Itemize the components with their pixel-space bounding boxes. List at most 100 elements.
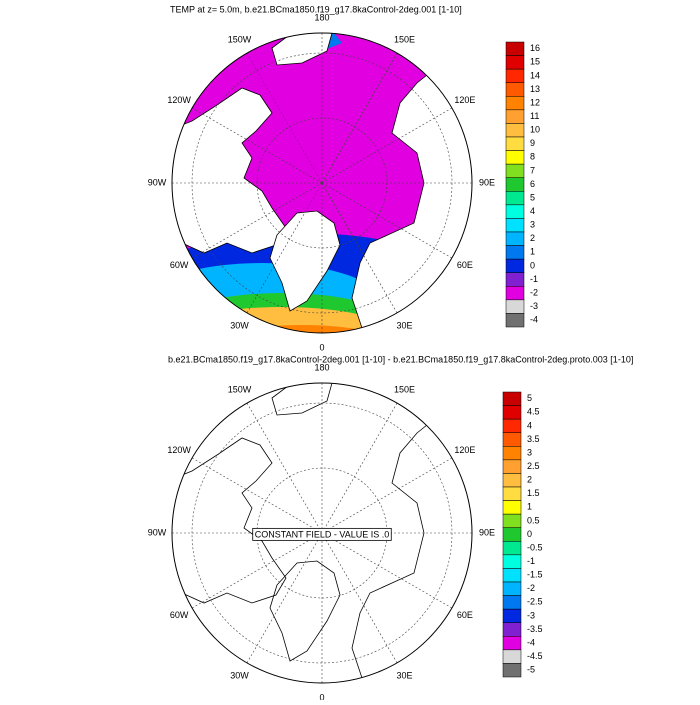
land [271,383,333,416]
colorbar-box [505,55,525,70]
colorbar-box [505,191,525,206]
colorbar-label: 0.5 [527,515,540,525]
colorbar-box [502,418,522,433]
map-border [171,32,473,334]
colorbar-box [502,581,522,596]
longitude-label: 60E [457,260,473,270]
meridian [191,107,323,184]
colorbar-label: 8 [530,152,535,162]
colorbar-box [505,245,525,260]
longitude-label: 0 [319,342,324,352]
colorbar-label: -2 [527,583,535,593]
colorbar-label: 4 [530,206,535,216]
colorbar-label: 7 [530,165,535,175]
colorbar-box [502,459,522,474]
colorbar-box [502,649,522,664]
meridian [321,52,398,184]
colorbar-box [505,313,525,328]
colorbar-box [502,513,522,528]
colorbar-box [505,82,525,97]
colorbar-box [502,608,522,623]
colorbar-label: 1 [527,502,532,512]
colorbar-label: 3.5 [527,434,540,444]
land [172,437,287,604]
colorbar-box [502,405,522,420]
colorbar-box [502,541,522,556]
longitude-label: 120E [454,95,475,105]
colorbar-label: 1 [530,247,535,257]
colorbar-box [505,123,525,138]
colorbar-label: 0 [527,529,532,539]
colorbar-label: 2.5 [527,461,540,471]
colorbar-box [505,272,525,287]
land [351,412,472,683]
colorbar-box [502,486,522,501]
colorbar-label: 13 [530,84,540,94]
meridian [321,107,453,184]
longitude-label: 30W [230,670,249,680]
map [171,32,473,334]
longitude-label: 90W [148,177,167,187]
meridian [246,182,323,314]
longitude-label: 150W [228,384,252,394]
annotation-box [252,527,392,541]
longitude-label: 60W [170,260,189,270]
longitude-label: 90E [479,177,495,187]
colorbar-label: 10 [530,125,540,135]
longitude-label: 180 [314,362,329,372]
colorbar-box [505,41,525,56]
land [172,87,287,254]
colorbar-label: 12 [530,97,540,107]
colorbar-label: 3 [527,447,532,457]
map-field [172,33,472,333]
colorbar-box [505,68,525,83]
colorbar-box [502,554,522,569]
meridian [321,182,398,314]
longitude-label: 30E [396,320,412,330]
longitude-label: 30W [230,320,249,330]
meridian [246,532,323,664]
longitude-label: 150W [228,34,252,44]
colorbar-label: 1.5 [527,488,540,498]
colorbar-label: -1 [527,556,535,566]
meridian [321,532,398,664]
colorbar-box [505,231,525,246]
colorbar-box [502,432,522,447]
colorbar-label: -4 [530,315,538,325]
colorbar-label: -3 [527,610,535,620]
longitude-label: 120W [167,445,191,455]
meridian [321,457,453,534]
colorbar-box [502,595,522,610]
colorbar-box [505,150,525,165]
colorbar-label: -1.5 [527,570,543,580]
colorbar-label: 6 [530,179,535,189]
colorbar-label: -4 [527,637,535,647]
longitude-label: 90E [479,527,495,537]
colorbar-box [505,163,525,178]
colorbar-label: -3 [530,301,538,311]
colorbar-box [502,446,522,461]
colorbar-label: 3 [530,220,535,230]
colorbar-box [502,636,522,651]
colorbar-box [502,622,522,637]
colorbar-label: -1 [530,274,538,284]
land [269,560,341,662]
colorbar-label: -0.5 [527,542,543,552]
colorbar-label: 5 [527,393,532,403]
colorbar-box [502,663,522,678]
colorbar-label: 4.5 [527,407,540,417]
longitude-label: 120W [167,95,191,105]
colorbar-box [505,136,525,151]
longitude-label: 60W [170,610,189,620]
longitude-label: 0 [319,692,324,700]
longitude-label: 150E [394,384,415,394]
colorbar-label: 16 [530,43,540,53]
colorbar-label: 0 [530,260,535,270]
colorbar-label: -5 [527,665,535,675]
colorbar-label: 2 [530,233,535,243]
land [269,210,341,312]
colorbar-box [505,218,525,233]
meridian [191,532,323,609]
annotation: CONSTANT FIELD - VALUE IS .0 [255,529,390,539]
